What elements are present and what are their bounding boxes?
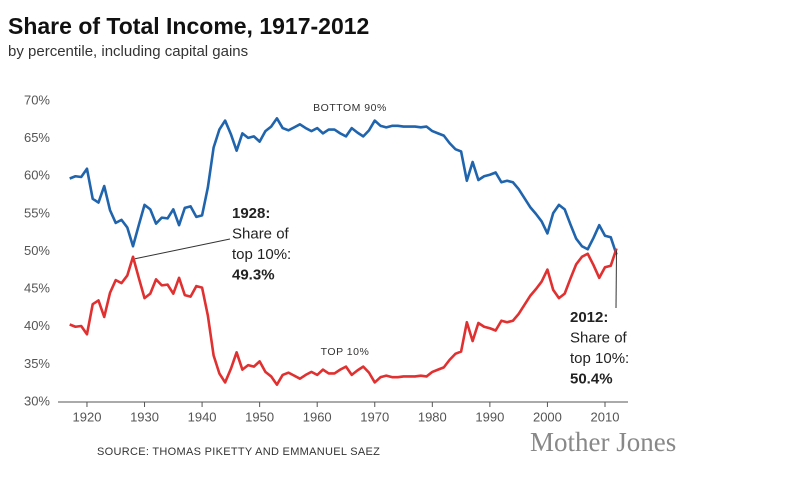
x-tick-label: 1920	[73, 409, 102, 424]
y-tick-label: 55%	[24, 205, 50, 220]
annotation-text: Share of	[570, 329, 628, 346]
y-tick-label: 30%	[24, 393, 50, 408]
source: SOURCE: THOMAS PIKETTY AND EMMANUEL SAEZ	[97, 446, 380, 458]
y-tick-label: 45%	[24, 281, 50, 296]
annotation-leader	[615, 250, 617, 309]
y-tick-label: 40%	[24, 318, 50, 333]
annotation-leader	[134, 238, 231, 260]
x-tick-label: 1980	[418, 409, 447, 424]
y-tick-label: 65%	[24, 130, 50, 145]
y-tick-label: 70%	[24, 92, 50, 107]
y-tick-label: 60%	[24, 168, 50, 183]
x-tick-label: 1960	[303, 409, 332, 424]
logo: Mother Jones	[530, 427, 676, 457]
annotation-text: 50.4%	[570, 370, 613, 387]
series-label: TOP 10%	[321, 346, 370, 358]
x-tick-label: 1930	[130, 409, 159, 424]
annotation-text: Share of	[232, 225, 290, 242]
annotation-text: 49.3%	[232, 266, 275, 283]
x-tick-label: 1950	[245, 409, 274, 424]
chart-title: Share of Total Income, 1917-2012	[8, 13, 369, 39]
series-line	[69, 117, 618, 255]
annotation-text: top 10%:	[232, 246, 291, 263]
series-label: BOTTOM 90%	[313, 102, 387, 114]
series-line	[69, 248, 618, 386]
x-tick-label: 1970	[360, 409, 389, 424]
x-tick-label: 1990	[475, 409, 504, 424]
chart-subtitle: by percentile, including capital gains	[8, 43, 248, 60]
x-tick-label: 1940	[188, 409, 217, 424]
y-tick-label: 35%	[24, 356, 50, 371]
annotation-text: top 10%:	[570, 350, 629, 367]
annotation-text: 1928:	[232, 205, 270, 222]
y-tick-label: 50%	[24, 243, 50, 258]
x-tick-label: 2010	[591, 409, 620, 424]
x-tick-label: 2000	[533, 409, 562, 424]
annotation-text: 2012:	[570, 309, 608, 326]
